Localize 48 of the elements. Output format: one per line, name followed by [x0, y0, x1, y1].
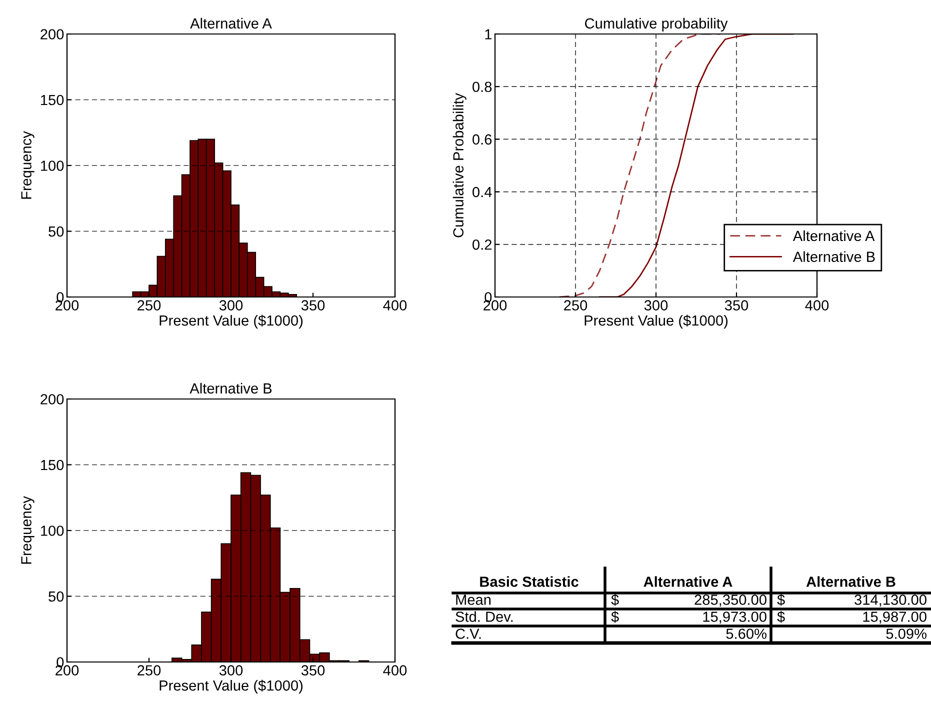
y-tick-label: 150 [41, 94, 64, 106]
text: Basic Statistic [480, 576, 578, 587]
y-tick-label: 1 [485, 29, 492, 40]
chart-title: Cumulative probability [585, 18, 728, 32]
x-tick-label: 250 [138, 665, 161, 676]
x-tick-label: 400 [805, 300, 829, 310]
y-tick-label: 50 [48, 226, 64, 237]
x-axis-title: Present Value ($1000) [160, 680, 303, 694]
y-tick-label: 50 [48, 591, 64, 602]
y-axis-title: Frequency [21, 496, 34, 564]
y-axis-title: Frequency [21, 131, 34, 199]
y-tick-label: 0.4 [472, 186, 492, 198]
x-tick-label: 350 [301, 665, 325, 676]
x-tick-label: 350 [724, 300, 748, 310]
x-axis-title: Present Value ($1000) [160, 314, 303, 329]
y-axis-title: Cumulative Probability [452, 92, 466, 238]
y-tick-label: 200 [40, 394, 64, 404]
text: 5.60% [726, 628, 766, 639]
x-tick-label: 300 [219, 665, 243, 676]
x-tick-label: 400 [383, 665, 407, 676]
category-label: Mean [456, 594, 491, 605]
chart-title: Alternative A [190, 18, 272, 29]
y-tick-label: 200 [40, 29, 64, 40]
legend-label: Alternative B [792, 251, 875, 262]
category-label: Alternative A [644, 576, 732, 587]
x-tick-label: 250 [564, 300, 588, 310]
x-tick-label: 300 [219, 300, 243, 310]
category-label: C.V. [456, 628, 481, 639]
text: $ 15,973.00 [611, 610, 766, 624]
y-tick-label: 150 [41, 460, 64, 470]
y-tick-label: 0.8 [472, 82, 492, 92]
text: $ 285,350.00 [611, 594, 766, 607]
y-tick-label: 0.6 [472, 134, 492, 145]
x-tick-label: 400 [383, 300, 407, 310]
category-label: Alternative B [806, 576, 896, 587]
category-label: Std. Dev. [456, 611, 513, 622]
text: 5.09% [886, 628, 926, 639]
y-tick-label: 0.2 [472, 240, 492, 250]
text: $ 15,987.00 [777, 610, 926, 624]
legend-label: Alternative A [792, 230, 875, 242]
x-tick-label: 300 [644, 300, 668, 310]
x-tick-label: 250 [138, 300, 161, 310]
y-tick-label: 100 [41, 526, 64, 536]
y-tick-label: 100 [41, 160, 64, 171]
x-axis-title: Present Value ($1000) [584, 314, 728, 329]
x-tick-label: 350 [301, 300, 325, 310]
chart-title: Alternative B [190, 382, 272, 394]
text: $ 314,130.00 [777, 594, 926, 607]
